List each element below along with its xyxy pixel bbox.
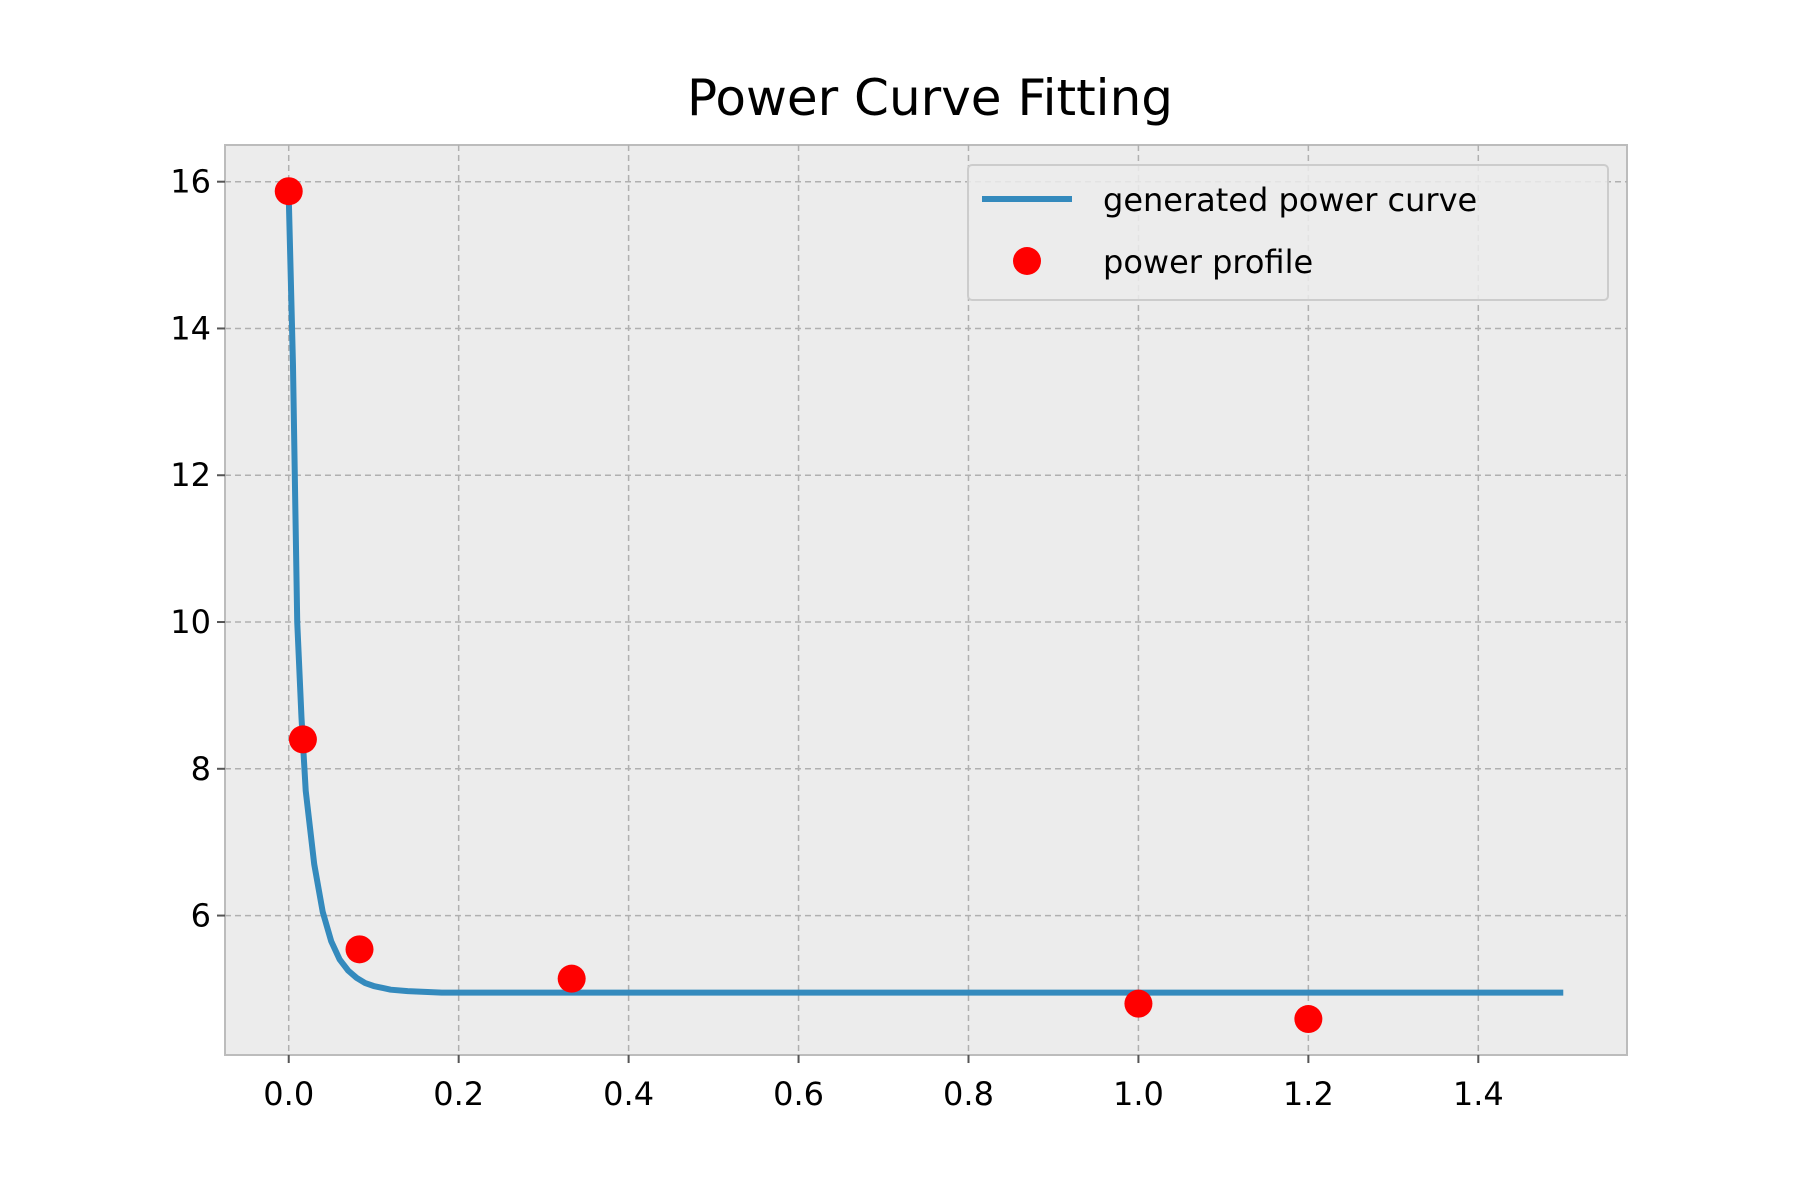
y-tick-label: 10	[170, 603, 211, 641]
power-profile-point	[274, 177, 303, 206]
y-tick-label: 12	[170, 456, 211, 494]
power-profile-point	[1294, 1005, 1323, 1034]
x-tick-label: 0.6	[773, 1075, 824, 1113]
y-tick-label: 6	[191, 897, 211, 935]
axis-ticks: 0.0 0.2 0.4 0.6 0.8 1.0 1.2 1.4 6 8 10 12 14 16	[170, 163, 1503, 1113]
legend-dot-swatch	[1013, 247, 1041, 275]
x-tick-label: 1.4	[1453, 1075, 1504, 1113]
y-tick-label: 8	[191, 750, 211, 788]
power-profile-point	[1124, 989, 1153, 1018]
power-profile-point	[288, 725, 317, 754]
power-profile-point	[345, 935, 374, 964]
y-tick-label: 16	[170, 163, 211, 201]
x-tick-label: 0.2	[433, 1075, 484, 1113]
x-tick-label: 0.4	[603, 1075, 654, 1113]
power-profile-point	[557, 964, 586, 993]
legend-label-curve: generated power curve	[1103, 181, 1477, 219]
legend: generated power curve power profile	[967, 164, 1609, 301]
curve-series	[285, 196, 1564, 996]
legend-box	[967, 164, 1609, 301]
legend-label-points: power profile	[1103, 243, 1313, 281]
x-tick-label: 0.0	[263, 1075, 314, 1113]
x-tick-label: 0.8	[943, 1075, 994, 1113]
scatter-series	[274, 177, 1323, 1034]
power-curve-line	[285, 196, 1564, 996]
x-tick-label: 1.0	[1113, 1075, 1164, 1113]
chart-title: Power Curve Fitting	[687, 69, 1173, 127]
x-tick-label: 1.2	[1283, 1075, 1334, 1113]
y-tick-label: 14	[170, 309, 211, 347]
